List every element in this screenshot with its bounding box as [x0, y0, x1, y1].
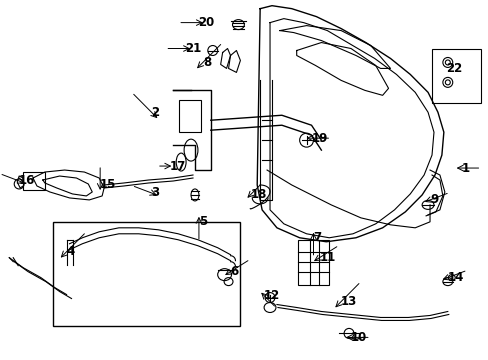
- Bar: [53, 222, 240, 327]
- Bar: [297, 240, 328, 285]
- Bar: [431, 49, 480, 103]
- Text: 5: 5: [199, 215, 207, 228]
- Bar: [179, 100, 201, 132]
- Text: 15: 15: [100, 179, 116, 192]
- Text: 7: 7: [313, 231, 321, 244]
- Text: 17: 17: [169, 159, 185, 172]
- Text: 19: 19: [311, 132, 327, 145]
- Text: 16: 16: [19, 175, 36, 188]
- Text: 12: 12: [264, 289, 280, 302]
- Bar: [23, 172, 45, 190]
- Text: 20: 20: [198, 16, 214, 29]
- Text: 14: 14: [447, 271, 463, 284]
- Text: 6: 6: [230, 265, 238, 278]
- Text: 9: 9: [429, 193, 437, 206]
- Text: 1: 1: [461, 162, 469, 175]
- Text: 18: 18: [250, 188, 266, 202]
- Text: 22: 22: [445, 62, 461, 75]
- Text: 11: 11: [319, 251, 335, 264]
- Text: 13: 13: [341, 295, 357, 308]
- Text: 10: 10: [350, 331, 366, 344]
- Text: 4: 4: [66, 245, 75, 258]
- Text: 2: 2: [151, 106, 159, 119]
- Text: 3: 3: [151, 186, 159, 199]
- Text: 8: 8: [203, 56, 211, 69]
- Text: 21: 21: [185, 42, 201, 55]
